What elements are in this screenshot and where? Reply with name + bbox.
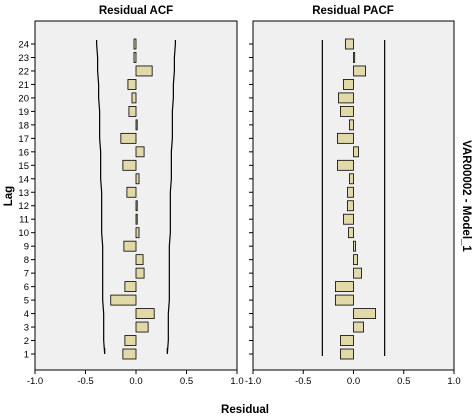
acf-bar-lag-2 — [124, 335, 137, 346]
pacf-bar-lag-15 — [337, 159, 354, 171]
pacf-bar-lag-7 — [353, 267, 362, 279]
acf-bar-lag-9 — [123, 240, 137, 252]
acf-bar-lag-3 — [135, 321, 149, 333]
pacf-bar-lag-13 — [347, 186, 354, 198]
y-tick-label: 12 — [18, 201, 29, 212]
acf-x-tick-label: 0.0 — [129, 376, 142, 387]
y-tick-label: 18 — [18, 120, 29, 131]
pacf-bar-lag-1 — [340, 348, 354, 360]
acf-bar-lag-12 — [135, 200, 138, 212]
acf-bar-lag-21 — [127, 79, 137, 90]
acf-bar-lag-15 — [122, 159, 137, 171]
pacf-panel-title: Residual PACF — [312, 5, 394, 17]
y-tick-label: 19 — [18, 107, 29, 118]
pacf-bar-lag-16 — [353, 146, 359, 158]
y-tick-label: 9 — [24, 242, 29, 253]
acf-bar-lag-20 — [131, 92, 137, 104]
acf-bar-lag-10 — [135, 227, 140, 239]
acf-bar-lag-17 — [120, 132, 137, 144]
pacf-bar-lag-17 — [337, 132, 354, 144]
acf-x-tick-label: 1.0 — [230, 376, 243, 387]
y-tick-label: 23 — [18, 53, 29, 64]
y-tick-label: 15 — [18, 161, 29, 172]
acf-bar-lag-4 — [135, 308, 155, 319]
pacf-bar-lag-10 — [348, 227, 354, 239]
y-tick-label: 3 — [24, 323, 29, 334]
pacf-x-tick-label: -0.5 — [295, 376, 311, 387]
pacf-bar-lag-18 — [349, 119, 354, 131]
acf-bar-lag-1 — [122, 348, 137, 360]
y-tick-label: 1 — [24, 350, 29, 361]
acf-bar-lag-5 — [110, 294, 137, 306]
pacf-bar-lag-4 — [353, 308, 377, 319]
pacf-bar-lag-6 — [335, 281, 354, 293]
y-tick-label: 22 — [18, 66, 29, 77]
pacf-bar-lag-11 — [343, 213, 354, 225]
y-axis-title: Lag — [3, 186, 15, 206]
pacf-x-tick-label: 0.0 — [347, 376, 360, 387]
y-tick-label: 21 — [18, 80, 29, 91]
pacf-x-tick-label: 1.0 — [447, 376, 460, 387]
acf-bar-lag-6 — [124, 281, 137, 293]
acf-x-tick-label: -1.0 — [27, 376, 43, 387]
pacf-bar-lag-22 — [353, 65, 366, 77]
acf-bar-lag-13 — [126, 186, 137, 198]
y-tick-label: 4 — [24, 309, 29, 320]
acf-confidence-limit-upper — [166, 40, 176, 355]
acf-bar-lag-14 — [135, 173, 140, 185]
acf-confidence-limit-lower — [96, 40, 106, 355]
pacf-bar-lag-2 — [340, 335, 354, 346]
acf-bar-lag-19 — [128, 105, 137, 117]
pacf-bar-lag-19 — [340, 105, 354, 117]
y-tick-label: 6 — [24, 282, 29, 293]
acf-bar-lag-24 — [133, 38, 137, 50]
acf-bar-lag-23 — [133, 52, 137, 63]
y-tick-label: 8 — [24, 255, 29, 266]
y-tick-label: 10 — [18, 228, 29, 239]
x-axis-title: Residual — [221, 404, 269, 416]
pacf-bar-lag-23 — [353, 52, 356, 63]
y-tick-label: 16 — [18, 147, 29, 158]
acf-panel-title: Residual ACF — [99, 5, 173, 17]
pacf-bar-lag-24 — [345, 38, 354, 50]
pacf-x-tick-label: 0.5 — [397, 376, 410, 387]
acf-bar-lag-22 — [135, 65, 153, 77]
y-tick-label: 24 — [18, 40, 29, 51]
y-tick-label: 20 — [18, 93, 29, 104]
pacf-bar-lag-12 — [347, 200, 354, 212]
y-tick-label: 13 — [18, 188, 29, 199]
acf-bar-lag-8 — [135, 254, 144, 266]
acf-x-tick-label: -0.5 — [77, 376, 93, 387]
pacf-bar-lag-5 — [335, 294, 354, 306]
acf-bar-lag-16 — [135, 146, 145, 158]
pacf-bar-lag-14 — [349, 173, 354, 185]
pacf-bar-lag-8 — [353, 254, 358, 266]
series-side-label: VAR00002 - Model_1 — [460, 140, 472, 252]
y-tick-label: 11 — [19, 215, 29, 226]
acf-bar-lag-11 — [135, 213, 138, 225]
y-tick-label: 2 — [24, 336, 29, 347]
pacf-bar-lag-9 — [353, 240, 356, 252]
pacf-x-tick-label: -1.0 — [245, 376, 261, 387]
y-tick-label: 17 — [18, 134, 29, 145]
acf-bar-lag-7 — [135, 267, 145, 279]
pacf-bar-lag-3 — [353, 321, 364, 333]
y-tick-label: 5 — [24, 296, 29, 307]
pacf-bar-lag-21 — [343, 79, 354, 90]
acf-x-tick-label: 0.5 — [180, 376, 193, 387]
y-tick-label: 14 — [18, 174, 29, 185]
acf-bar-lag-18 — [135, 119, 138, 131]
pacf-bar-lag-20 — [338, 92, 354, 104]
y-tick-label: 7 — [24, 269, 29, 280]
